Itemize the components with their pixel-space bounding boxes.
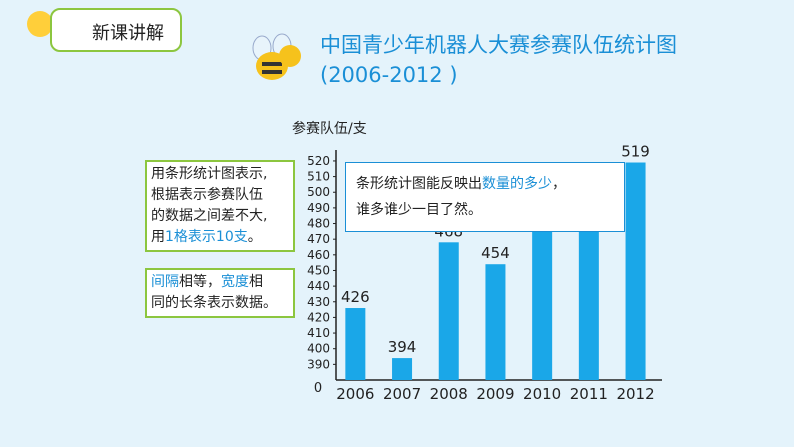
x-tick-label: 2011 — [570, 385, 608, 403]
x-tick-label: 2006 — [336, 385, 374, 403]
y-tick-label: 460 — [307, 248, 330, 262]
note-text: 同的长条表示数据。 — [151, 295, 277, 311]
x-tick-label: 2008 — [430, 385, 468, 403]
note-text: 用 — [151, 229, 165, 245]
y-tick-label: 500 — [307, 185, 330, 199]
note-text: 数量的多少 — [482, 176, 552, 192]
y-tick-label: 440 — [307, 279, 330, 293]
y-tick-label: 450 — [307, 263, 330, 277]
note-text: 用条形统计图表示, — [151, 166, 268, 182]
note-line: 谁多谁少一目了然。 — [356, 197, 614, 223]
note-text: 的数据之间差不大, — [151, 208, 268, 224]
x-tick-label: 2010 — [523, 385, 561, 403]
note-text: 宽度 — [221, 274, 249, 290]
note-text: 谁多谁少一目了然。 — [356, 202, 482, 218]
origin-label: 0 — [314, 381, 322, 396]
note-line: 条形统计图能反映出数量的多少， — [356, 171, 614, 197]
bar — [578, 192, 599, 380]
chart-title: 中国青少年机器人大赛参赛队伍统计图 — [320, 33, 677, 57]
sun-icon — [27, 11, 53, 37]
y-tick-label: 490 — [307, 201, 330, 215]
note-text: 1格表示10支 — [165, 229, 248, 245]
note-text: ， — [552, 176, 566, 192]
value-label: 519 — [621, 143, 650, 161]
note-box: 用条形统计图表示, 根据表示参赛队伍 的数据之间差不大, 用1格表示10支。 — [145, 160, 295, 252]
note-line: 间隔相等，宽度相 — [151, 272, 289, 293]
note-text: 相等， — [179, 274, 221, 290]
x-tick-label: 2009 — [476, 385, 514, 403]
value-label: 454 — [481, 244, 510, 262]
header-title: 新课讲解 — [92, 23, 164, 44]
bar — [345, 308, 366, 380]
y-tick-label: 480 — [307, 217, 330, 231]
chart-subtitle: (2006-2012 ) — [320, 63, 458, 87]
note-line: 根据表示参赛队伍 — [151, 185, 289, 206]
y-tick-label: 420 — [307, 310, 330, 324]
note-text: 条形统计图能反映出 — [356, 176, 482, 192]
note-text: 相 — [249, 274, 263, 290]
y-tick-label: 520 — [307, 154, 330, 168]
x-tick-label: 2012 — [616, 385, 654, 403]
y-axis-label: 参赛队伍/支 — [292, 120, 367, 137]
bar — [392, 358, 413, 380]
x-tick-label: 2007 — [383, 385, 421, 403]
note-line: 用1格表示10支。 — [151, 227, 289, 248]
header: 新课讲解 — [50, 8, 182, 52]
y-tick-label: 470 — [307, 232, 330, 246]
note-line: 的数据之间差不大, — [151, 206, 289, 227]
y-tick-label: 390 — [307, 357, 330, 371]
bee-icon — [252, 33, 301, 80]
y-tick-label: 430 — [307, 295, 330, 309]
y-tick-label: 400 — [307, 342, 330, 356]
bar — [438, 242, 459, 380]
bar — [485, 264, 506, 380]
note-text: 。 — [247, 229, 262, 245]
note-line: 同的长条表示数据。 — [151, 293, 289, 314]
note-box: 条形统计图能反映出数量的多少， 谁多谁少一目了然。 — [345, 162, 625, 232]
bar — [532, 204, 553, 380]
note-text: 间隔 — [151, 274, 179, 290]
note-box: 间隔相等，宽度相同的长条表示数据。 — [145, 268, 295, 318]
note-line: 用条形统计图表示, — [151, 164, 289, 185]
value-label: 394 — [388, 338, 417, 356]
bar — [625, 162, 646, 380]
value-label: 426 — [341, 288, 370, 306]
note-text: 根据表示参赛队伍 — [151, 187, 263, 203]
y-tick-label: 410 — [307, 326, 330, 340]
y-tick-label: 510 — [307, 170, 330, 184]
